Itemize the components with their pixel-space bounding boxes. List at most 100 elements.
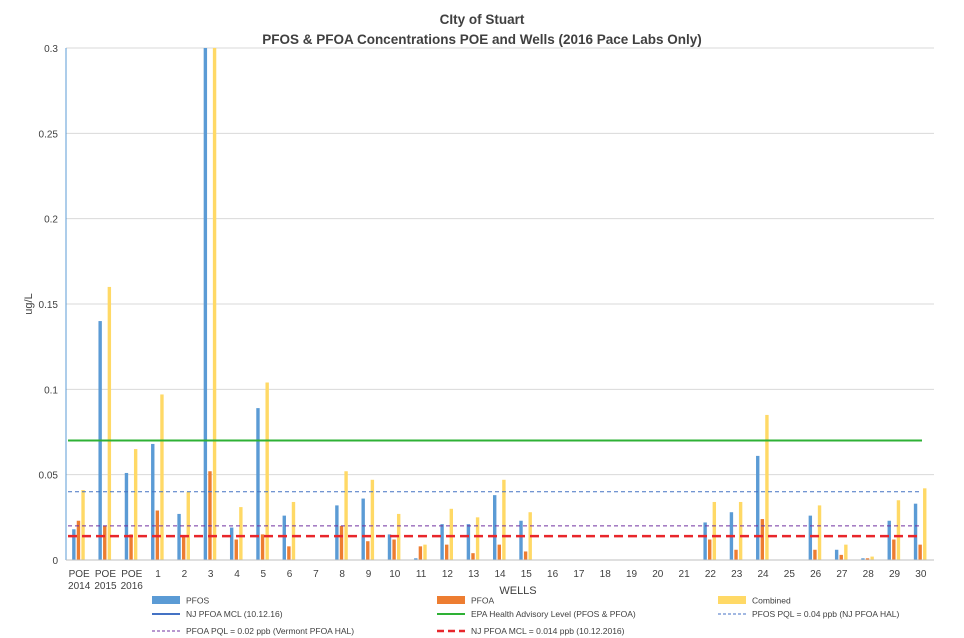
bar-pfos — [414, 558, 418, 560]
bar-combined — [502, 479, 506, 560]
bar-combined — [844, 544, 848, 560]
chart-subtitle: PFOS & PFOA Concentrations POE and Wells… — [262, 32, 702, 47]
x-tick-label: 23 — [731, 569, 743, 580]
bar-pfoa — [208, 471, 212, 560]
bar-pfos — [203, 48, 208, 560]
x-tick-label: 14 — [494, 569, 506, 580]
bar-combined — [870, 556, 874, 560]
y-tick-label: 0.05 — [39, 471, 59, 482]
x-tick-label: 5 — [260, 569, 266, 580]
x-tick-label: 2016 — [121, 581, 144, 592]
bar-pfoa — [813, 549, 817, 560]
legend-label: PFOA PQL = 0.02 ppb (Vermont PFOA HAL) — [186, 626, 354, 636]
x-tick-label: 9 — [366, 569, 372, 580]
bar-pfoa — [471, 553, 475, 560]
y-tick-label: 0.25 — [39, 129, 59, 140]
bar-pfos — [861, 558, 865, 560]
bar-pfos — [834, 549, 839, 560]
bar-pfos — [440, 524, 444, 560]
bar-pfoa — [181, 536, 186, 560]
legend-label: NJ PFOA MCL (10.12.16) — [186, 609, 283, 619]
bar-combined — [817, 505, 822, 560]
x-tick-label: 16 — [547, 569, 559, 580]
bar-pfos — [229, 527, 234, 560]
bar-pfos — [282, 515, 286, 560]
x-tick-label: 2 — [182, 569, 188, 580]
x-tick-label: 13 — [468, 569, 480, 580]
bar-combined — [370, 479, 375, 560]
x-tick-label: 11 — [416, 569, 427, 580]
bar-combined — [265, 382, 269, 560]
bar-pfos — [808, 515, 813, 560]
bar-pfoa — [287, 546, 291, 560]
bar-pfos — [256, 408, 260, 560]
bar-pfoa — [418, 546, 423, 560]
legend-label: NJ PFOA MCL = 0.014 ppb (10.12.2016) — [471, 626, 625, 636]
legend-swatch-pfos — [152, 596, 180, 604]
bar-combined — [423, 544, 427, 560]
chart-title: CIty of Stuart — [439, 12, 525, 27]
bar-pfos — [466, 524, 471, 560]
x-tick-label: 19 — [626, 569, 638, 580]
bar-pfos — [72, 529, 76, 560]
legend-label: Combined — [752, 596, 791, 606]
x-tick-label: 17 — [573, 569, 585, 580]
bar-combined — [160, 394, 164, 560]
bar-pfoa — [497, 544, 501, 560]
x-tick-label: 25 — [784, 569, 796, 580]
legend-label: PFOS — [186, 596, 209, 606]
bar-combined — [475, 517, 480, 560]
bar-pfoa — [392, 539, 396, 560]
x-tick-label: 8 — [339, 569, 345, 580]
bar-pfoa — [444, 544, 449, 560]
bar-pfoa — [523, 551, 528, 560]
y-axis-label: ug/L — [23, 293, 35, 314]
x-tick-label: 12 — [442, 569, 454, 580]
x-tick-label: 6 — [287, 569, 293, 580]
bar-pfoa — [260, 534, 265, 560]
x-tick-label: 22 — [705, 569, 717, 580]
bar-pfos — [913, 503, 918, 560]
bar-combined — [923, 488, 927, 560]
x-tick-label: 1 — [155, 569, 161, 580]
bar-combined — [81, 490, 85, 560]
bar-combined — [738, 501, 743, 560]
bar-pfos — [887, 520, 891, 560]
bar-pfos — [177, 513, 181, 560]
bar-combined — [239, 507, 243, 560]
legend-label: EPA Health Advisory Level (PFOS & PFOA) — [471, 609, 636, 619]
y-tick-label: 0.3 — [44, 44, 58, 55]
bar-pfos — [519, 520, 523, 560]
x-tick-label: 26 — [810, 569, 822, 580]
x-tick-label: 20 — [652, 569, 664, 580]
bar-pfoa — [103, 525, 107, 560]
bar-pfos — [151, 443, 155, 560]
y-tick-label: 0 — [52, 556, 58, 567]
bar-combined — [212, 48, 217, 560]
legend-label: PFOS PQL = 0.04 ppb (NJ PFOA HAL) — [752, 609, 899, 619]
bar-pfos — [493, 495, 497, 560]
bar-combined — [107, 286, 112, 560]
x-tick-label: 15 — [521, 569, 533, 580]
x-tick-label: 24 — [757, 569, 769, 580]
bar-pfoa — [760, 519, 765, 560]
legend-label: PFOA — [471, 596, 494, 606]
bar-combined — [712, 501, 717, 560]
bar-combined — [133, 449, 138, 560]
legend-swatch-combined — [718, 596, 746, 604]
x-tick-label: 28 — [863, 569, 875, 580]
x-tick-label: 2014 — [68, 581, 91, 592]
x-tick-label: POE — [95, 569, 116, 580]
x-tick-label: 18 — [600, 569, 612, 580]
bar-combined — [344, 471, 348, 560]
x-tick-label: 10 — [389, 569, 401, 580]
bar-combined — [449, 508, 453, 560]
bar-pfoa — [839, 554, 843, 560]
y-tick-label: 0.15 — [39, 300, 59, 311]
x-tick-label: 2015 — [94, 581, 117, 592]
bar-pfos — [703, 522, 707, 560]
x-tick-label: 21 — [679, 569, 691, 580]
y-tick-label: 0.2 — [44, 215, 58, 226]
